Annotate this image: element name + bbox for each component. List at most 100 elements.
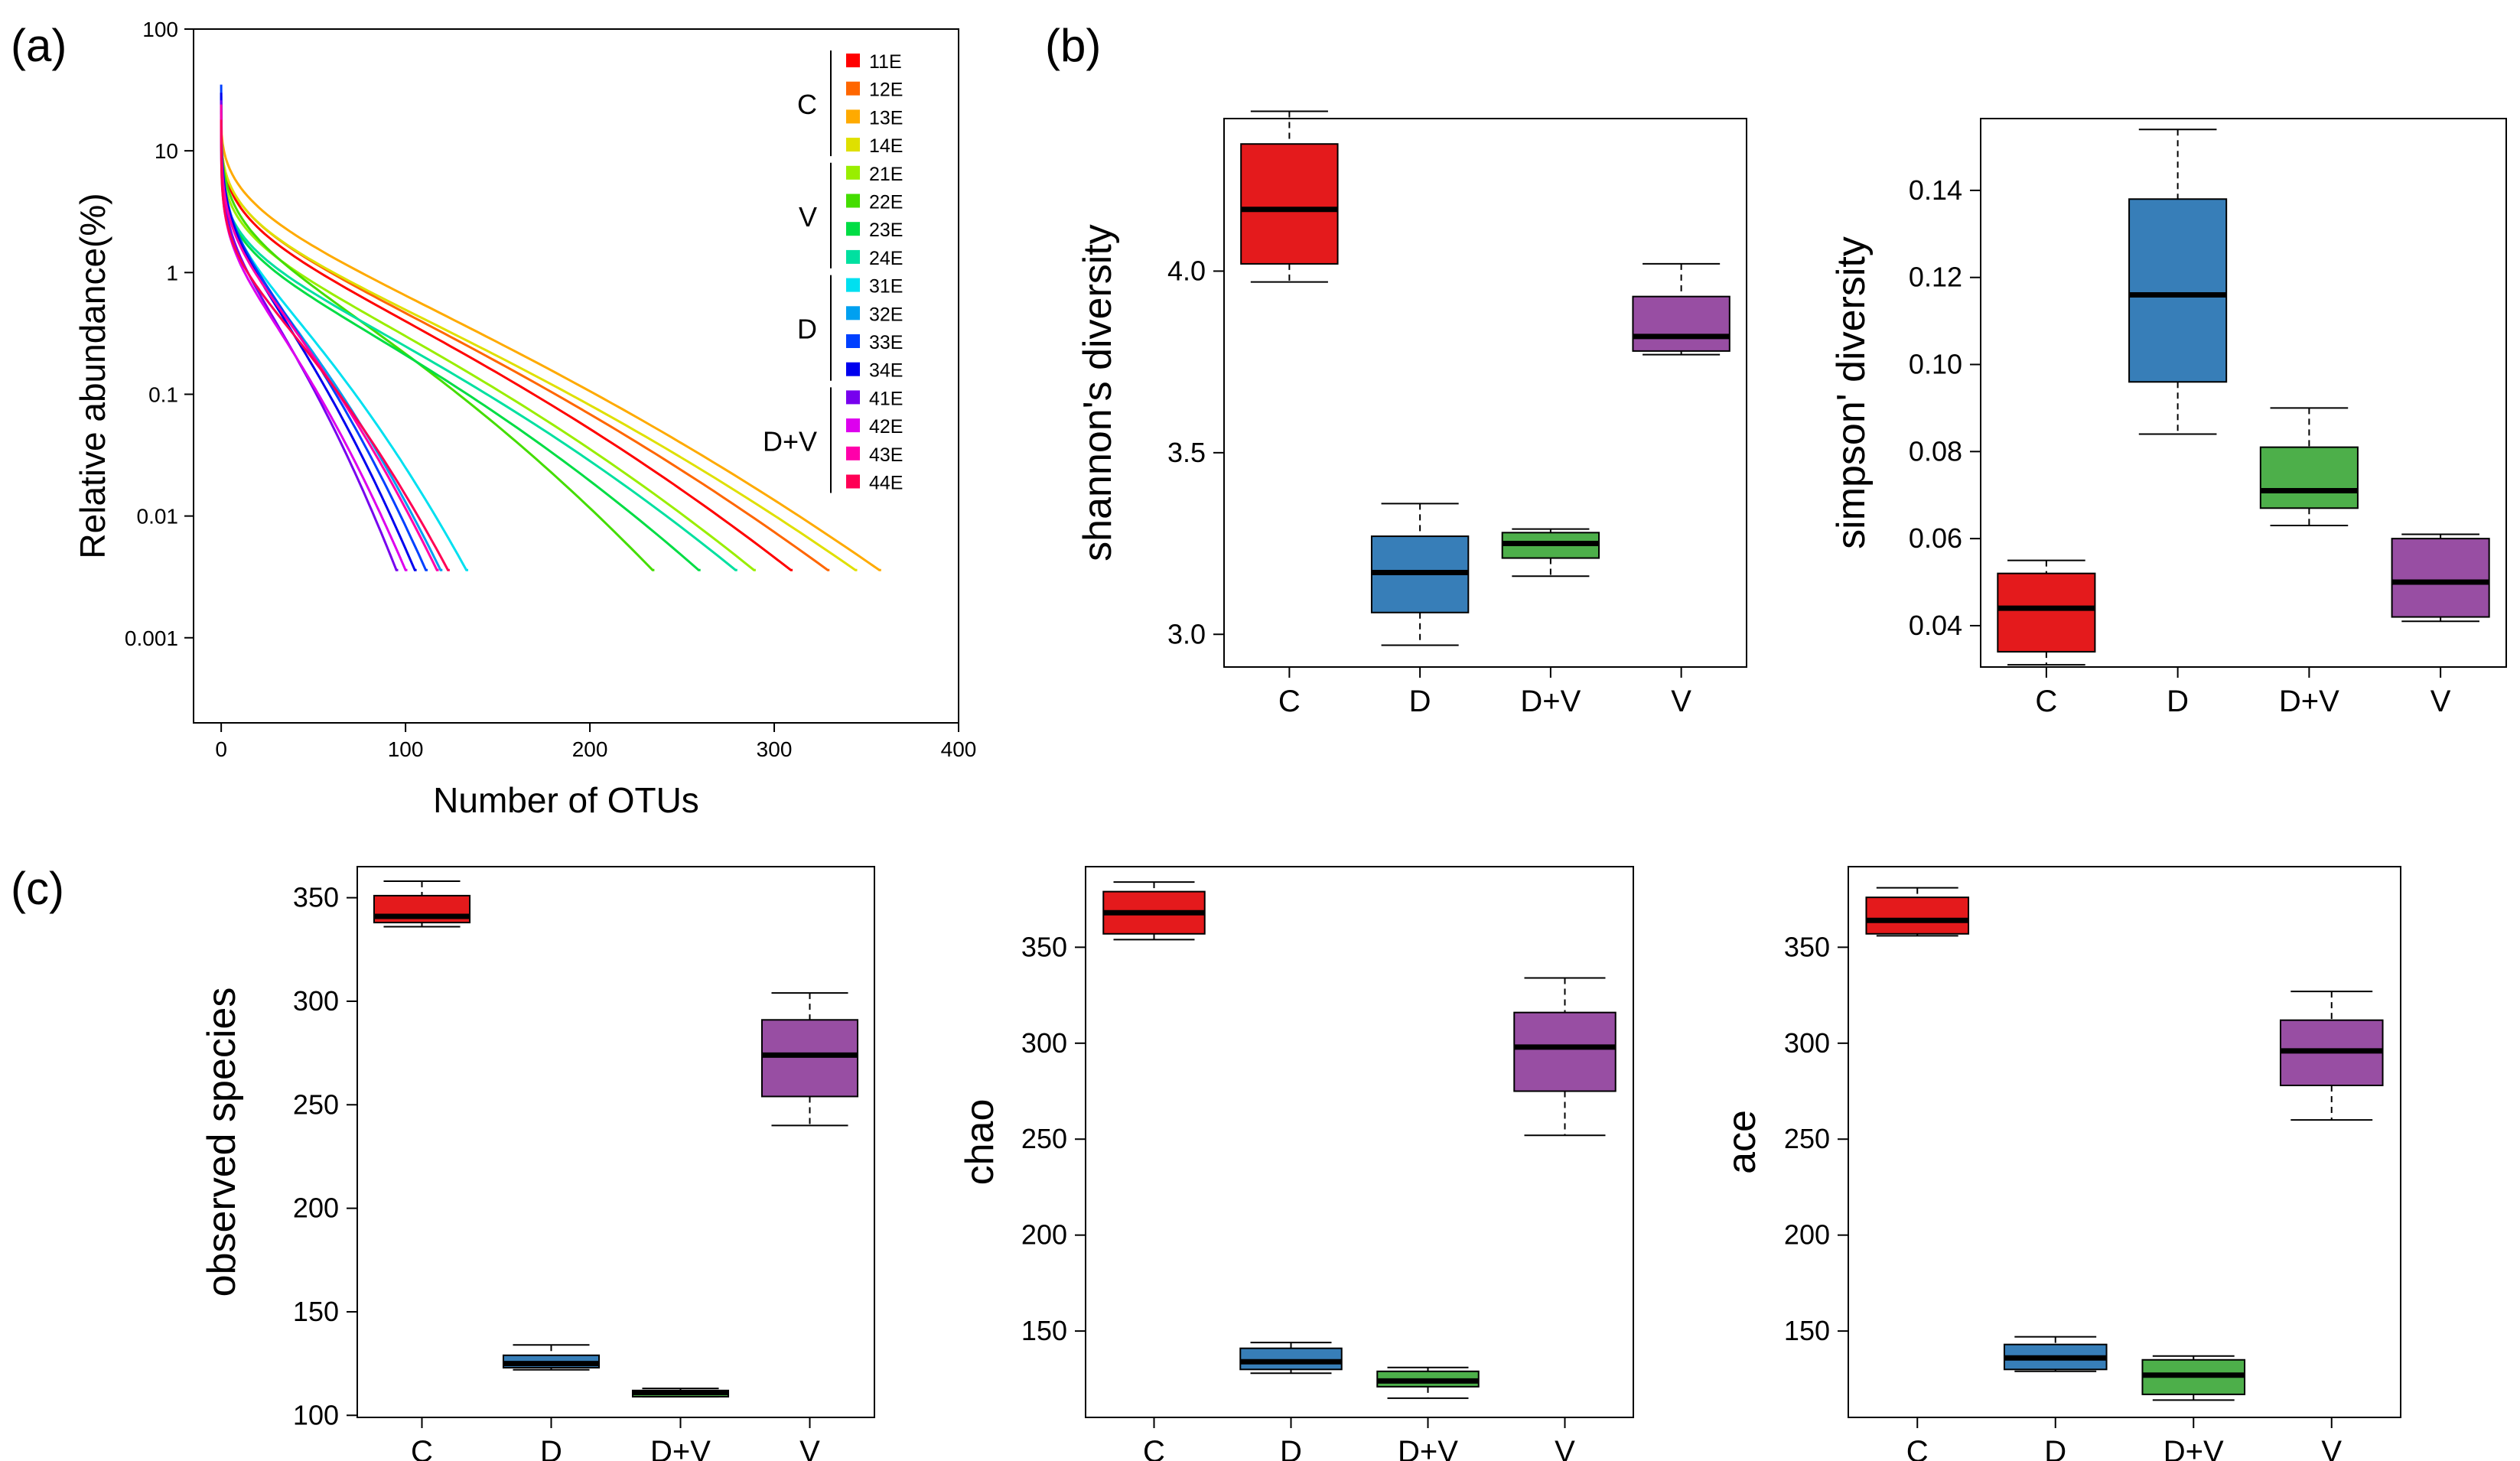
legend-swatch-32e [846,306,860,321]
y-tick-label: 250 [293,1088,339,1120]
series-line-33e [220,84,428,571]
x-tick-label-c: C [2035,685,2057,718]
x-tick-label: 400 [941,737,977,761]
box-v [1632,295,1730,352]
legend-group-label-v: V [799,201,817,233]
panel-label-c: (c) [11,863,64,914]
series-line-14e [220,122,858,571]
box-c [1997,572,2096,653]
box-d [1239,1347,1343,1371]
legend-label-31e: 31E [869,276,903,298]
legend-swatch-11e [846,54,860,67]
y-tick-label: 4.0 [1167,255,1206,286]
box-c [1865,896,1970,935]
legend-label-23e: 23E [869,220,903,241]
x-tick-label: 100 [388,737,424,761]
x-tick-label-c: C [1143,1435,1165,1461]
x-tick-label-dplusv: D+V [1520,685,1581,718]
y-axis-label: shannon's diversity [1076,224,1120,561]
x-tick-label-c: C [1906,1435,1929,1461]
series-line-41e [220,100,399,571]
y-tick-label: 0.001 [125,626,178,650]
x-tick-label-d: D [2044,1435,2066,1461]
series-line-21e [220,129,756,571]
legend-label-22e: 22E [869,192,903,213]
series-line-32e [220,96,443,571]
legend-swatch-12e [846,81,860,96]
y-tick-label: 200 [293,1193,339,1224]
y-tick-label: 100 [293,1399,339,1430]
y-tick-label: 250 [1784,1123,1830,1154]
series-line-11e [220,119,793,571]
legend-swatch-21e [846,165,860,180]
y-tick-label: 0.12 [1909,262,1962,293]
legend-swatch-14e [846,138,860,152]
legend-swatch-43e [846,446,860,460]
y-tick-label: 250 [1021,1123,1067,1154]
legend-swatch-24e [846,249,860,264]
legend-swatch-33e [846,334,860,348]
x-tick-label: 0 [215,737,227,761]
y-tick-label: 300 [1021,1027,1067,1059]
plot-frame [1085,866,1634,1418]
legend-group-label-c: C [797,89,817,120]
panel-label-a: (a) [11,20,67,71]
box-d [2128,198,2228,383]
rank-abundance-chart: 0 100 200 300 400 100 10 1 0.1 0.01 0.001 Number of… [73,18,976,820]
y-axis-label: Relative abundance(%) [73,193,112,558]
legend-label-24e: 24E [869,248,903,269]
y-tick-label: 0.04 [1909,610,1962,641]
plot-frame [1848,866,2401,1418]
y-tick-label: 100 [142,18,178,41]
legend-label-44e: 44E [869,473,903,494]
series-line-13e [220,114,881,571]
y-tick-label: 10 [155,139,178,163]
y-tick-label: 0.06 [1909,522,1962,554]
legend-swatch-23e [846,222,860,236]
panel-label-b: (b) [1045,20,1101,71]
y-tick-label: 0.1 [148,382,178,406]
box-dplusv [2259,446,2359,509]
x-tick-label: 200 [572,737,608,761]
legend-swatch-34e [846,362,860,376]
box-v [2391,538,2490,618]
x-tick-label-v: V [2321,1435,2342,1461]
legend-label-14e: 14E [869,135,903,157]
legend-label-34e: 34E [869,360,903,382]
x-tick-label-v: V [2430,685,2451,718]
y-tick-label: 200 [1021,1219,1067,1251]
x-tick-label-dplusv: D+V [2163,1435,2224,1461]
x-tick-label-v: V [1555,1435,1575,1461]
y-tick-label: 0.01 [137,505,179,529]
y-tick-label: 350 [1021,931,1067,962]
legend-label-42e: 42E [869,416,903,438]
legend-label-11e: 11E [869,51,902,73]
y-axis-label: simpson' diversity [1829,236,1874,549]
box-v [760,1019,859,1098]
x-tick-label: 300 [757,737,793,761]
legend-swatch-41e [846,390,860,405]
legend-swatch-42e [846,418,860,433]
series-line-43e [220,104,439,571]
x-tick-label-dplusv: D+V [2279,685,2339,718]
legend-label-12e: 12E [869,80,903,101]
y-tick-label: 3.0 [1167,618,1206,649]
legend-label-13e: 13E [869,107,903,129]
plot-frame [357,866,875,1418]
box-c [1240,143,1339,265]
legend-swatch-22e [846,194,860,208]
y-tick-label: 0.10 [1909,349,1962,380]
y-tick-label: 150 [1021,1315,1067,1346]
y-tick-label: 350 [293,882,339,913]
y-tick-label: 150 [293,1296,339,1327]
x-axis-label: Number of OTUs [433,780,699,820]
legend-swatch-44e [846,474,860,489]
series-line-23e [220,132,701,571]
x-tick-label-d: D [2167,685,2189,718]
series-line-34e [220,93,417,571]
legend-swatch-13e [846,109,860,124]
